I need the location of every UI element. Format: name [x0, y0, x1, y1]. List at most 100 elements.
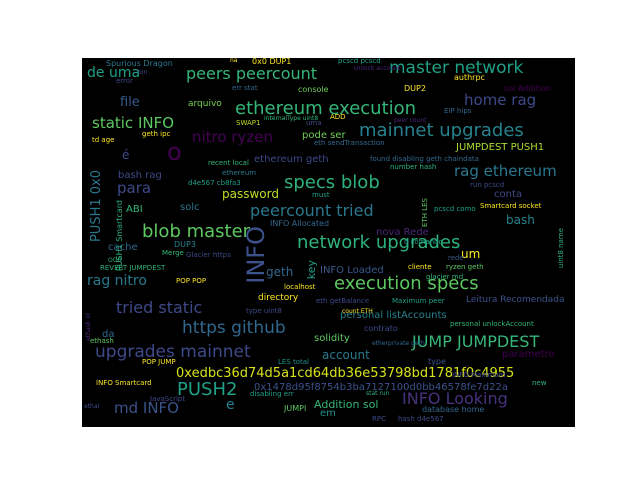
word: JUMPI: [284, 404, 307, 413]
word: found disabling geth chaindata: [370, 155, 479, 163]
word: bash rag: [118, 170, 162, 181]
word: INFO Loaded: [320, 265, 384, 276]
word: eth getBalance: [316, 297, 370, 305]
word: number hash: [390, 163, 437, 171]
word: mainnet upgrades: [359, 120, 524, 141]
word: recent local: [208, 159, 249, 167]
word: cache: [108, 242, 138, 253]
word: static INFO: [92, 114, 175, 132]
word: stat run: [366, 390, 390, 397]
word: type uint8: [246, 307, 282, 315]
word: 0xedbc36d74d5a1cd64db36e53798bd1781f0c49…: [176, 366, 515, 381]
word: ethash: [90, 337, 114, 345]
word: must: [312, 191, 330, 199]
word: da: [102, 329, 115, 340]
word: glacier md: [426, 273, 464, 281]
word: eth sendTransaction: [314, 139, 385, 147]
word: ethereum execution: [235, 98, 417, 119]
word: DUP2: [404, 84, 426, 93]
word: arquivo: [188, 99, 222, 109]
word: POP POP: [176, 277, 207, 285]
word: type: [428, 357, 446, 366]
word: directory: [258, 293, 299, 303]
word: JUMPDEST PUSH1: [456, 142, 545, 153]
word: INFO Looking: [402, 389, 508, 408]
word: uint8 name: [557, 228, 565, 269]
word: rag ethereum: [454, 162, 557, 180]
word: pcscd como: [434, 205, 476, 213]
word: td age: [92, 136, 115, 144]
word: ethereum geth: [254, 154, 329, 165]
word: peercount tried: [250, 201, 374, 220]
word: peer count: [394, 117, 427, 124]
word: run pcscd: [470, 181, 505, 189]
word: specs blob: [284, 172, 380, 193]
word: file: [120, 95, 140, 110]
word: PUSH1 0x0: [89, 170, 104, 243]
word: count ETH: [342, 308, 373, 315]
word: etherprivate geth: [372, 340, 425, 347]
word: database home: [422, 405, 485, 414]
word: o comando: [404, 238, 443, 246]
word: home rag: [464, 91, 537, 109]
word: JUMP JUMPDEST: [412, 332, 540, 351]
word: err stat: [232, 84, 258, 92]
word: 0x1478d95f8754b3ba7127100d0bb46578fe7d22…: [254, 382, 508, 393]
word: ABI: [126, 204, 143, 215]
word: nova Rede: [376, 227, 429, 238]
word: upgrades mainnet: [95, 342, 251, 362]
word: Merge: [162, 249, 184, 257]
word: conta: [494, 189, 523, 200]
word: e: [226, 397, 235, 413]
word: é: [122, 148, 130, 162]
word: d4e567 cb8fa3: [188, 179, 241, 187]
word: ryzen geth: [446, 263, 484, 271]
word: network upgrades: [297, 232, 461, 253]
word: ADD: [330, 113, 346, 121]
word: PUSH2: [177, 379, 238, 400]
word: RPC: [372, 415, 386, 423]
word: Addition sol: [314, 398, 379, 411]
word: geth ipc: [142, 130, 171, 138]
word: Leitura Recomendada: [466, 295, 565, 305]
word: account: [322, 348, 370, 362]
word: rede: [448, 254, 464, 262]
word: md INFO: [114, 399, 179, 417]
word: password: [222, 187, 279, 201]
word: OOB: [108, 257, 122, 264]
word: POP JUMP: [142, 358, 176, 366]
word: bash: [506, 213, 535, 227]
word: Spurious Dragon: [106, 59, 173, 68]
word: cliente: [408, 263, 432, 271]
word: ethereum: [222, 169, 257, 177]
word: para: [117, 179, 152, 197]
word: error: [116, 77, 133, 85]
word: Maximum peer: [392, 297, 445, 305]
word: EIP hips: [444, 107, 472, 115]
word: ETH LES: [421, 198, 429, 227]
word: execution specs: [334, 273, 479, 294]
word: LES total: [278, 358, 309, 366]
word: em: [320, 408, 336, 419]
word-cloud: INFO network upgrades execution specs bl…: [82, 58, 575, 427]
word: authrpc: [454, 73, 485, 82]
word: solc: [180, 202, 200, 213]
word: rag nitro: [87, 273, 147, 289]
word: ethash id: [85, 313, 92, 341]
word: INFO Smartcard: [96, 379, 152, 387]
word: personal unlockAccount: [450, 320, 534, 328]
word: SWAP1: [236, 119, 261, 127]
word: Glacier https: [186, 251, 231, 259]
word: o: [167, 138, 182, 166]
word: contrato: [364, 324, 398, 333]
word: REVERT JUMPDEST: [100, 264, 166, 272]
word: internalType uint8: [264, 115, 319, 122]
word: bin: [138, 69, 148, 76]
word: peers peercount: [186, 64, 318, 83]
word: uma: [306, 119, 322, 127]
word: geth: [266, 265, 294, 279]
word: master network: [389, 58, 524, 78]
word: blob master: [142, 221, 251, 242]
word: solidity: [314, 333, 350, 344]
word: Smartcard socket: [480, 202, 542, 210]
